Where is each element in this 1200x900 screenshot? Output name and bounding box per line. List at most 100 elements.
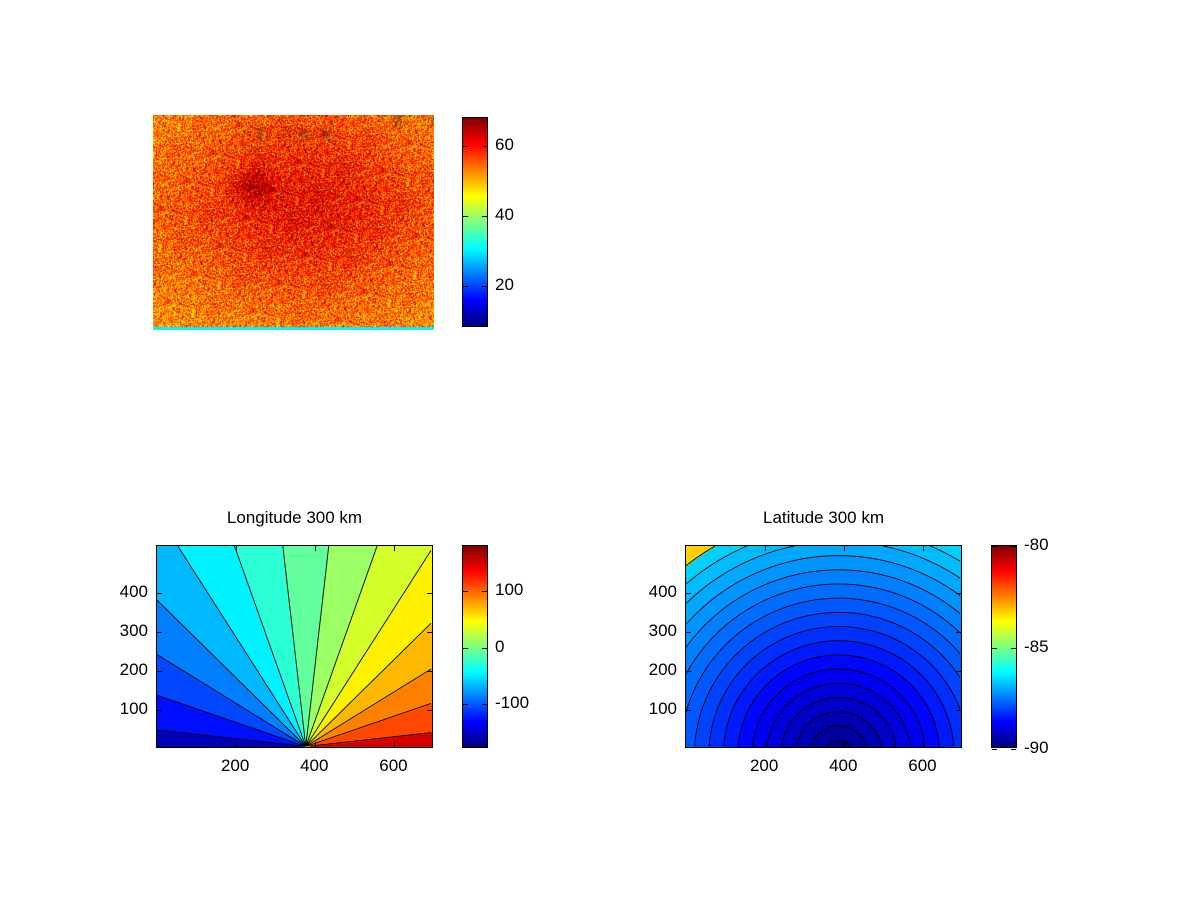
x-axis-tick-mark [765,546,767,551]
colorbar-tick-label: 60 [495,135,514,154]
contour-line [310,732,432,747]
colorbar-tick-label: -100 [495,692,530,712]
contour-line [686,597,961,713]
y-axis-tick-label: 100 [648,698,677,718]
contour-line [157,694,305,747]
colorbar-tick-label: -80 [1024,535,1049,554]
longitude-contour-axes[interactable] [156,545,433,748]
latitude-colorbar[interactable] [991,545,1017,750]
contour-line [686,546,716,566]
colorbar-tick-mark [482,146,487,147]
latitude-contour-lines [686,546,961,747]
colorbar-tick-label: 40 [495,205,514,224]
colorbar-tick-mark [1011,647,1016,649]
contour-line [795,711,882,747]
latitude-contour-axes[interactable] [685,545,962,748]
colorbar-tick-mark [463,286,468,287]
contour-line [686,546,961,604]
y-axis-tick-mark [686,631,691,633]
colorbar-tick-mark [463,146,468,147]
colorbar-tick-label: 0 [495,636,505,656]
contour-line [686,546,961,585]
contour-line [686,555,961,625]
y-axis-tick-mark [427,631,432,633]
colorbar-tick-mark [482,703,487,705]
x-axis-tick-mark [765,742,767,747]
contour-line [282,546,307,747]
contour-line [305,546,330,747]
colorbar-tick-mark [463,216,468,217]
colorbar-tick-mark [1011,546,1016,547]
contour-line [752,668,926,747]
x-axis-tick-label: 200 [220,756,250,775]
y-axis-tick-mark [686,709,691,711]
noise-image-colorbar[interactable] [462,117,488,327]
y-axis-tick-label: 300 [648,620,677,640]
colorbar-tick-mark [482,647,487,649]
colorbar-tick-label: 100 [495,580,524,600]
y-axis-tick-mark [956,709,961,711]
contour-line [826,739,851,747]
longitude-plot-title: Longitude 300 km [226,508,363,527]
colorbar-tick-label: -85 [1024,636,1049,656]
y-axis-tick-label: 400 [648,581,677,601]
y-axis-tick-label: 300 [119,620,148,640]
contour-line [157,729,302,747]
contour-line [694,611,961,747]
y-axis-tick-mark [427,709,432,711]
contour-line [305,550,432,747]
y-axis-tick-mark [157,709,162,711]
latitude-plot-title: Latitude 300 km [763,508,884,527]
contour-line [157,599,306,747]
colorbar-gradient [463,546,487,747]
contour-line [305,546,378,747]
contour-line [686,569,961,648]
contour-line [737,654,940,747]
y-axis-tick-label: 200 [648,659,677,679]
x-axis-tick-mark [394,546,396,551]
colorbar-tick-mark [482,216,487,217]
colorbar-tick-mark [482,591,487,593]
colorbar-tick-mark [992,749,997,750]
colorbar-tick-mark [992,546,997,547]
y-axis-tick-mark [956,670,961,672]
colorbar-tick-label: 20 [495,275,514,294]
x-axis-tick-mark [236,742,238,747]
x-axis-tick-mark [236,546,238,551]
contour-line [306,668,432,747]
y-axis-tick-mark [686,592,691,594]
colorbar-tick-label: -90 [1024,738,1049,757]
y-axis-tick-label: 400 [119,581,148,601]
x-axis-tick-mark [844,546,846,551]
y-axis-tick-mark [157,670,162,672]
x-axis-tick-mark [315,546,317,551]
longitude-contour-lines [157,546,432,747]
y-axis-tick-label: 100 [119,698,148,718]
x-axis-tick-mark [923,546,925,551]
contour-line [157,654,306,747]
y-axis-tick-mark [157,592,162,594]
contour-line [810,725,867,747]
y-axis-tick-mark [427,670,432,672]
y-axis-tick-mark [427,592,432,594]
x-axis-tick-mark [844,742,846,747]
x-axis-tick-mark [394,742,396,747]
x-axis-tick-label: 600 [908,756,937,775]
x-axis-tick-label: 600 [379,756,408,775]
y-axis-tick-mark [157,631,162,633]
colorbar-gradient [992,546,1016,747]
colorbar-tick-mark [1011,749,1016,750]
contour-line [708,626,961,747]
colorbar-tick-mark [463,647,468,649]
y-axis-tick-mark [956,592,961,594]
x-axis-tick-label: 200 [749,756,779,775]
colorbar-gradient [463,118,487,326]
contour-line [306,622,432,747]
y-axis-tick-label: 200 [119,659,148,679]
x-axis-tick-mark [923,742,925,747]
longitude-colorbar[interactable] [462,545,488,748]
colorbar-tick-mark [482,286,487,287]
contour-line [781,697,897,747]
noise-image-axes[interactable] [153,115,434,330]
contour-line [307,702,432,747]
